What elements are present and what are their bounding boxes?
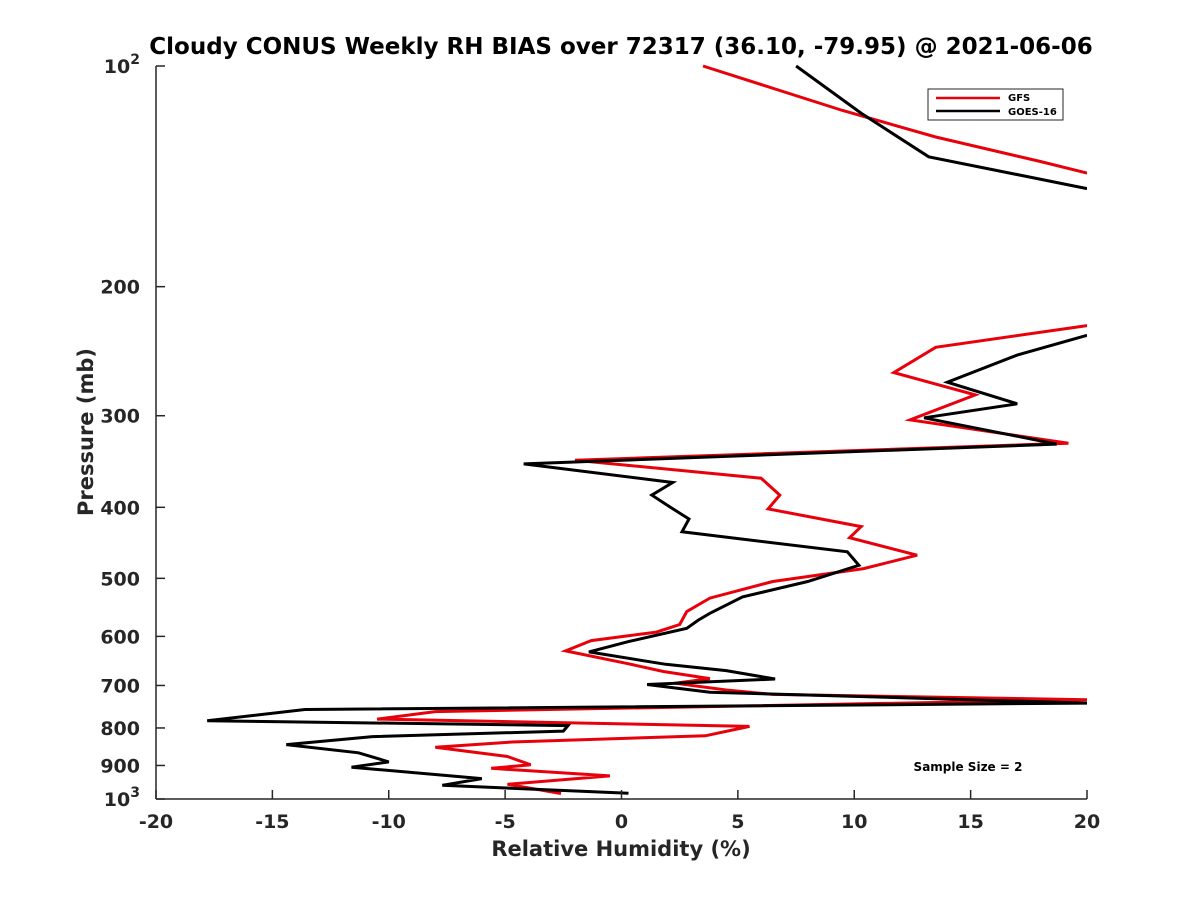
x-tick-label: -15 [255,811,289,833]
x-axis-title: Relative Humidity (%) [491,837,750,861]
y-tick-label: 900 [100,755,140,777]
series-line-gfs [376,64,1088,795]
legend-label-gfs: GFS [1008,93,1030,104]
series-line-goes-16 [207,64,1088,795]
y-tick-label: 600 [100,626,140,648]
x-tick-label: 10 [841,811,867,833]
legend: GFS GOES-16 [927,88,1064,121]
y-tick-label: 500 [100,568,140,590]
plot-lines [207,64,1088,795]
x-tick-label: 15 [957,811,983,833]
y-tick-label: 700 [100,675,140,697]
x-tick-label: 0 [615,811,628,833]
legend-box [927,88,1064,121]
sample-size-annotation: Sample Size = 2 [914,760,1023,774]
legend-label-goes16: GOES-16 [1008,107,1057,118]
y-tick-label: 800 [100,718,140,740]
y-tick-label: 300 [100,406,140,428]
chart-title: Cloudy CONUS Weekly RH BIAS over 72317 (… [149,34,1092,60]
y-tick-label: 102 [104,52,140,78]
y-axis-title: Pressure (mb) [74,348,98,516]
y-tick-label: 400 [100,497,140,519]
axes: -20 -15 -10 -5 0 5 10 15 20 102 200 300 400 500 600 700… [100,52,1100,833]
plot-left-mask [0,60,156,810]
plot-right-mask [1087,60,1200,810]
x-tick-label: -5 [495,811,516,833]
x-tick-label: 20 [1074,811,1100,833]
y-tick-label: 200 [100,277,140,299]
x-tick-label: -10 [372,811,406,833]
y-tick-label: 103 [104,785,140,811]
x-tick-label: 5 [731,811,744,833]
x-tick-label: -20 [139,811,173,833]
